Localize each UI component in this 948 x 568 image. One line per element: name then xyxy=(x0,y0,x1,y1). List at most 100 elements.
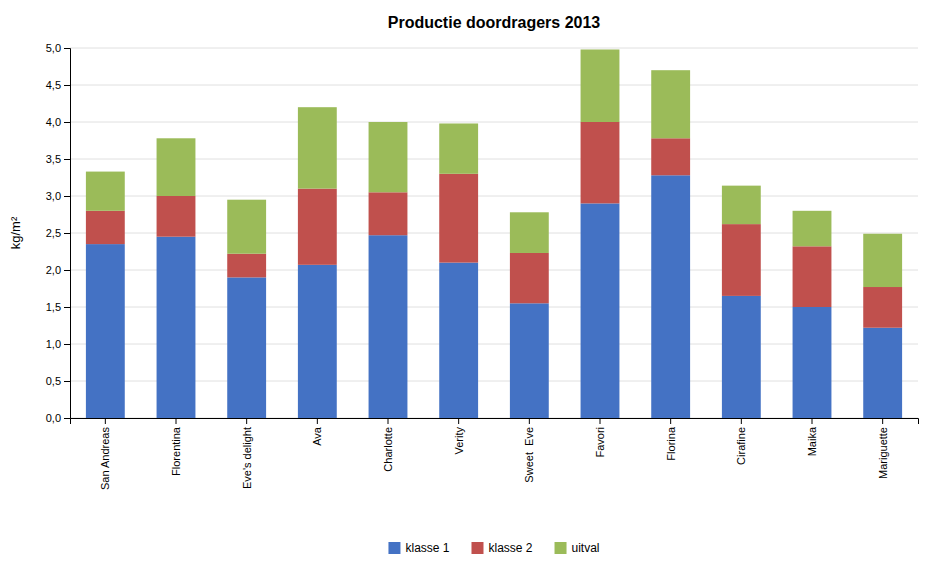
legend-label: uitval xyxy=(572,541,600,555)
y-tick-mark xyxy=(64,233,70,234)
y-tick: 4,5 xyxy=(46,79,70,91)
y-tick-mark xyxy=(64,48,70,49)
bar xyxy=(157,138,196,196)
bar xyxy=(227,277,266,418)
bar xyxy=(157,237,196,418)
x-tick-label: Sweet Eve xyxy=(523,427,535,483)
x-tick-label: Favori xyxy=(594,427,606,458)
x-tick-label: Charlotte xyxy=(382,427,394,472)
x-axis: San AndreasFlorentinaEve's delightAvaCha… xyxy=(71,418,919,490)
y-tick-mark xyxy=(64,307,70,308)
series xyxy=(86,49,902,287)
y-tick: 0,5 xyxy=(46,375,70,387)
x-tick: Maika xyxy=(806,418,818,456)
x-tick-label: Eve's delight xyxy=(241,427,253,489)
bar xyxy=(369,192,408,235)
x-tick-label: Maika xyxy=(806,426,818,456)
y-tick: 0,0 xyxy=(46,412,70,424)
y-tick-mark xyxy=(64,122,70,123)
bar xyxy=(86,244,125,418)
bar xyxy=(86,172,125,211)
x-tick-label: San Andreas xyxy=(99,427,111,490)
legend-item: klasse 1 xyxy=(388,541,449,555)
y-tick-label: 3,0 xyxy=(46,190,61,202)
bar xyxy=(793,246,832,307)
x-tick: Ava xyxy=(311,418,323,446)
grid-line xyxy=(70,270,918,271)
bar xyxy=(722,186,761,224)
bar xyxy=(722,224,761,296)
bar xyxy=(651,138,690,175)
grid-line xyxy=(70,196,918,197)
y-axis-title: kg/m² xyxy=(8,216,23,249)
grid xyxy=(70,48,918,418)
y-tick-mark xyxy=(64,381,70,382)
bar xyxy=(722,296,761,418)
y-tick-mark xyxy=(64,85,70,86)
grid-line xyxy=(70,307,918,308)
y-tick-label: 0,0 xyxy=(46,412,61,424)
y-tick-label: 0,5 xyxy=(46,375,61,387)
bar xyxy=(510,212,549,253)
bar xyxy=(651,70,690,138)
x-tick-mark xyxy=(388,418,389,424)
y-axis-line xyxy=(64,49,71,419)
y-tick-label: 5,0 xyxy=(46,42,61,54)
bar xyxy=(793,307,832,418)
bar xyxy=(369,235,408,418)
y-tick: 5,0 xyxy=(46,42,70,54)
grid-line xyxy=(70,381,918,382)
x-tick: Florina xyxy=(665,418,677,461)
grid-line xyxy=(70,48,918,49)
x-tick-mark xyxy=(458,418,459,424)
x-tick-mark xyxy=(529,418,530,424)
legend-swatch xyxy=(388,542,400,554)
grid-line xyxy=(70,159,918,160)
grid-line xyxy=(70,122,918,123)
bar xyxy=(298,265,337,418)
bar xyxy=(439,263,478,418)
x-tick-mark xyxy=(741,418,742,424)
grid-line xyxy=(70,233,918,234)
x-tick-mark xyxy=(317,418,318,424)
y-tick-mark xyxy=(64,344,70,345)
x-tick-mark xyxy=(670,418,671,424)
y-tick-label: 3,5 xyxy=(46,153,61,165)
x-tick-label: Mariguette xyxy=(877,427,889,479)
y-tick-label: 1,0 xyxy=(46,338,61,350)
y-tick-mark xyxy=(64,196,70,197)
bar xyxy=(298,189,337,265)
bar xyxy=(651,175,690,418)
bar xyxy=(510,303,549,418)
bar xyxy=(863,287,902,328)
legend: klasse 1 klasse 2 uitval xyxy=(388,541,599,555)
bar xyxy=(369,122,408,192)
legend-label: klasse 2 xyxy=(488,541,532,555)
bar xyxy=(863,328,902,418)
y-tick: 2,5 xyxy=(46,227,70,239)
y-tick-mark xyxy=(64,418,70,419)
y-tick: 3,5 xyxy=(46,153,70,165)
bar xyxy=(439,174,478,263)
x-tick-label: Cirafine xyxy=(735,427,747,465)
x-tick-mark xyxy=(246,418,247,424)
bars xyxy=(86,49,902,418)
legend-swatch xyxy=(471,542,483,554)
x-axis-line xyxy=(71,419,919,425)
legend-swatch xyxy=(555,542,567,554)
x-tick-mark xyxy=(176,418,177,424)
y-tick-label: 2,0 xyxy=(46,264,61,276)
bar xyxy=(227,254,266,278)
legend-item: uitval xyxy=(555,541,600,555)
legend-label: klasse 1 xyxy=(405,541,449,555)
bar xyxy=(298,107,337,188)
grid-line xyxy=(70,344,918,345)
series xyxy=(86,122,902,328)
x-tick-mark xyxy=(882,418,883,424)
y-axis: 0,00,51,01,52,02,53,03,54,04,55,0 xyxy=(46,42,71,424)
y-tick-label: 4,5 xyxy=(46,79,61,91)
x-tick: Verity xyxy=(453,418,465,455)
x-tick: San Andreas xyxy=(99,418,111,490)
y-tick: 1,0 xyxy=(46,338,70,350)
x-tick-mark xyxy=(105,418,106,424)
